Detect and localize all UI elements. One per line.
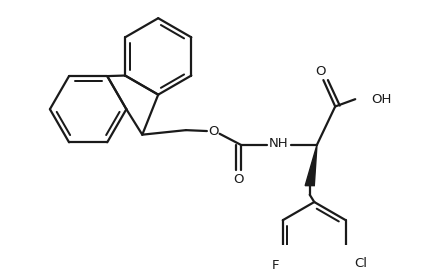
Text: O: O [316, 65, 326, 78]
Text: OH: OH [372, 93, 392, 106]
Text: O: O [208, 125, 218, 139]
Text: NH: NH [269, 137, 289, 150]
Text: Cl: Cl [354, 257, 367, 269]
Text: O: O [233, 173, 244, 186]
Polygon shape [305, 145, 317, 186]
Text: F: F [272, 259, 279, 269]
